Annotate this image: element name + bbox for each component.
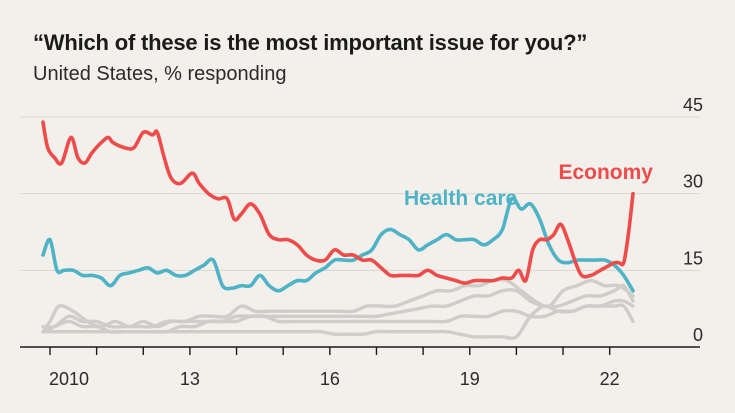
y-tick-label: 0 (693, 325, 703, 345)
series-lines (41, 120, 635, 340)
y-tick-label: 15 (683, 248, 703, 268)
x-tick-label: 19 (460, 369, 480, 389)
economy-line (41, 120, 635, 285)
economy-label: Economy (558, 161, 653, 184)
x-tick-label: 22 (600, 369, 620, 389)
x-tick-label: 2010 (49, 369, 89, 389)
y-tick-label: 30 (683, 172, 703, 192)
x-tick-label: 16 (320, 369, 340, 389)
series-labels: Economy Health care (404, 161, 653, 210)
y-axis: 0 15 30 45 (683, 95, 703, 345)
x-tick-label: 13 (180, 369, 200, 389)
x-axis: 2010 13 16 19 22 (20, 346, 700, 389)
health-care-line (41, 196, 635, 293)
chart-title: “Which of these is the most important is… (33, 30, 588, 55)
chart-subtitle: United States, % responding (33, 63, 287, 85)
other-issue-line (41, 298, 635, 340)
gridlines (20, 116, 700, 271)
health-care-label: Health care (404, 187, 517, 210)
y-tick-label: 45 (683, 95, 703, 115)
